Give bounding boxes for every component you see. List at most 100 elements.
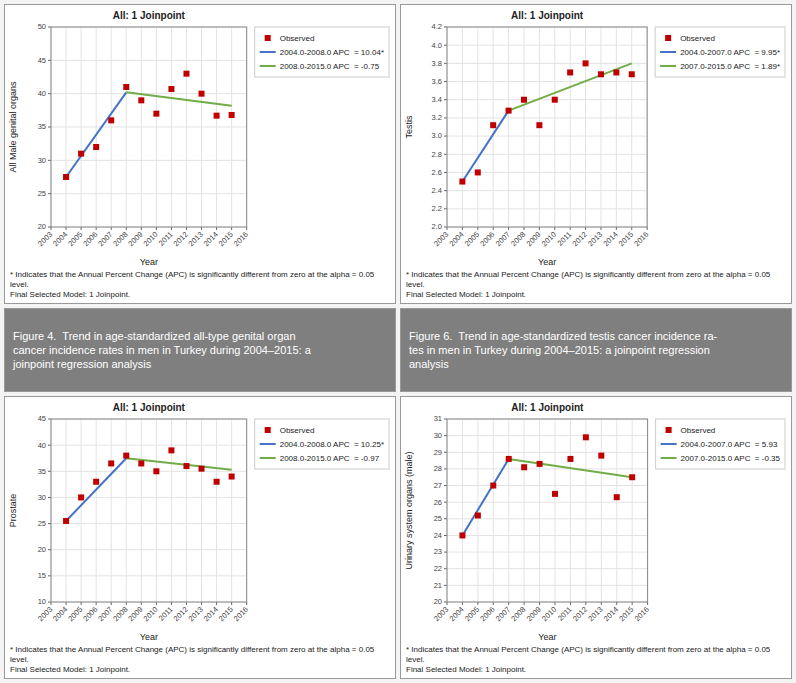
- grid-line: [585, 419, 586, 602]
- x-tick-label: 2012: [571, 605, 589, 623]
- x-tick-label: 2009: [525, 605, 543, 623]
- y-tick-label: 2.4: [432, 186, 442, 195]
- plot-frame: [51, 27, 247, 227]
- legend-label: 2007.0-2015.0 APC = 1.89*: [680, 62, 780, 71]
- x-tick-label: 2009: [524, 230, 542, 248]
- legend-box: [656, 419, 785, 469]
- x-axis-label: Year: [140, 257, 158, 267]
- x-tick-label: 2013: [586, 605, 604, 623]
- x-tick-label: 2006: [81, 605, 99, 623]
- grid-line: [508, 419, 509, 602]
- ticks: 2003200420052006200720082009201020112012…: [432, 414, 651, 623]
- x-tick-label: 2004: [448, 230, 466, 248]
- observed-point: [214, 479, 220, 485]
- grid-line: [171, 419, 172, 602]
- observed-point: [123, 84, 129, 90]
- x-tick-label: 2015: [217, 230, 235, 248]
- observed-point: [229, 474, 235, 480]
- x-tick-label: 2007: [96, 605, 114, 623]
- y-tick-label: 25: [38, 519, 46, 528]
- observed-point: [552, 97, 558, 103]
- observed-point: [598, 453, 604, 459]
- grid-line: [447, 452, 648, 453]
- x-tick-label: 2012: [571, 230, 589, 248]
- y-tick-label: 24: [434, 531, 442, 540]
- data-layer: [459, 60, 634, 184]
- y-tick-label: 15: [38, 571, 46, 580]
- observed-point: [168, 86, 174, 92]
- observed-point: [475, 169, 481, 175]
- x-tick-label: 2006: [478, 230, 496, 248]
- x-tick-label: 2013: [187, 605, 205, 623]
- legend-swatch: [260, 457, 276, 459]
- segment-line: [66, 92, 126, 177]
- y-tick-label: 25: [434, 514, 442, 523]
- observed-point: [521, 464, 527, 470]
- segment-line: [462, 111, 508, 182]
- segment-line: [462, 459, 508, 536]
- grid-line: [600, 27, 601, 227]
- x-tick-label: 2003: [432, 230, 450, 248]
- x-tick-label: 2008: [111, 230, 129, 248]
- grid-line: [447, 190, 647, 191]
- chart-svg: 2003200420052006200720082009201020112012…: [401, 397, 791, 644]
- y-tick-label: 3.0: [432, 131, 442, 140]
- footnote: * Indicates that the Annual Percent Chan…: [406, 645, 786, 675]
- observed-point: [78, 494, 84, 500]
- y-tick-label: 20: [38, 545, 46, 554]
- grid-line: [539, 419, 540, 602]
- x-tick-label: 2005: [66, 605, 84, 623]
- footnote: * Indicates that the Annual Percent Chan…: [406, 270, 786, 300]
- observed-point: [153, 111, 159, 117]
- y-tick-label: 2.0: [432, 222, 442, 231]
- grid: [51, 419, 247, 602]
- legend-swatch: [260, 51, 276, 53]
- observed-point: [583, 434, 589, 440]
- grid-line: [632, 419, 633, 602]
- grid-line: [51, 549, 247, 550]
- x-tick-label: 2010: [141, 230, 159, 248]
- chart-title: All: 1 Joinpoint: [511, 402, 584, 413]
- y-tick-label: 3.4: [432, 95, 442, 104]
- legend: Observed2004.0-2007.0 APC = 9.95*2007.0-…: [655, 27, 785, 77]
- y-axis-label: All Male genital organs: [8, 81, 18, 173]
- observed-point: [229, 112, 235, 118]
- legend-label: 2004.0-2007.0 APC = 5.93: [681, 440, 778, 449]
- y-tick-label: 23: [434, 547, 442, 556]
- grid-line: [616, 419, 617, 602]
- observed-point: [138, 460, 144, 466]
- legend-swatch: [665, 35, 671, 41]
- x-tick-label: 2012: [172, 230, 190, 248]
- y-tick-label: 29: [434, 448, 442, 457]
- chart-panel: 2003200420052006200720082009201020112012…: [400, 396, 792, 679]
- legend-label: Observed: [681, 426, 716, 435]
- x-tick-label: 2003: [36, 230, 54, 248]
- x-tick-label: 2011: [556, 230, 574, 248]
- legend-box: [255, 419, 389, 469]
- grid-line: [201, 419, 202, 602]
- footnote: * Indicates that the Annual Percent Chan…: [10, 645, 390, 675]
- x-tick-label: 2008: [111, 605, 129, 623]
- x-tick-label: 2009: [126, 605, 144, 623]
- grid-line: [156, 419, 157, 602]
- observed-point: [199, 466, 205, 472]
- legend-label: 2004.0-2008.0 APC = 10.25*: [280, 440, 384, 449]
- x-tick-label: 2007: [494, 230, 512, 248]
- grid-line: [493, 419, 494, 602]
- x-tick-label: 2004: [51, 605, 69, 623]
- observed-point: [108, 117, 114, 123]
- segment-line: [126, 458, 231, 470]
- y-tick-label: 22: [434, 564, 442, 573]
- legend-label: 2008.0-2015.0 APC = -0.75: [280, 62, 380, 71]
- x-tick-label: 2004: [51, 230, 69, 248]
- grid-line: [447, 45, 647, 46]
- grid-line: [462, 27, 463, 227]
- caption: Figure 6. Trend in age-standardized test…: [400, 308, 792, 392]
- y-tick-label: 27: [434, 481, 442, 490]
- observed-point: [613, 69, 619, 75]
- grid: [447, 419, 648, 602]
- grid-line: [51, 127, 247, 128]
- observed-point: [506, 456, 512, 462]
- grid-line: [447, 117, 647, 118]
- grid-line: [447, 435, 648, 436]
